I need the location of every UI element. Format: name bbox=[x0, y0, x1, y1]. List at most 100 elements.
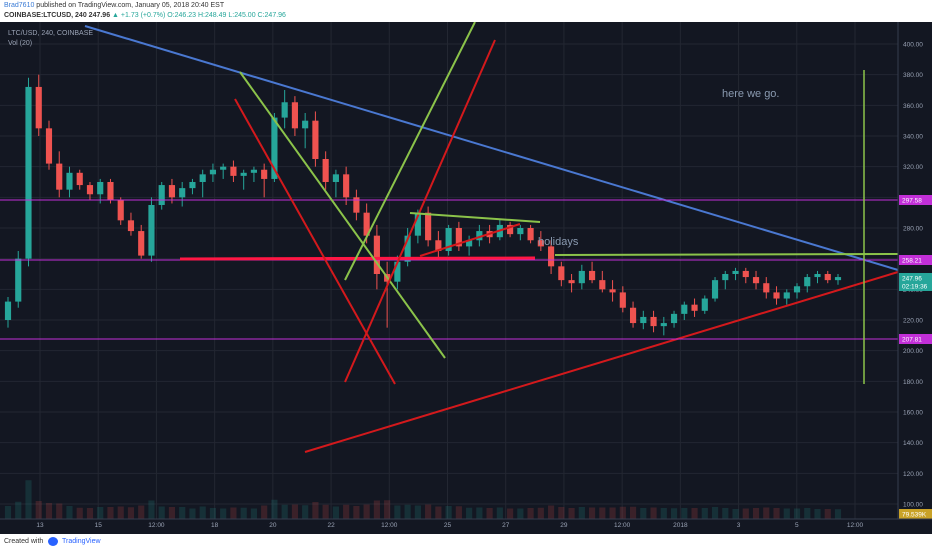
candle-body bbox=[527, 228, 534, 241]
y-tick-label: 200.00 bbox=[903, 348, 923, 355]
volume-bar bbox=[281, 504, 288, 519]
y-tick-label: 360.00 bbox=[903, 103, 923, 110]
volume-bar bbox=[15, 501, 22, 519]
candle-body bbox=[25, 86, 32, 259]
price-tag-label: 247.96 bbox=[902, 276, 922, 283]
candle-body bbox=[271, 117, 278, 179]
candle-body bbox=[660, 323, 667, 327]
candle-body bbox=[97, 182, 104, 195]
ohlc-values: O:246.23 H:248.49 L:245.00 C:247.96 bbox=[167, 12, 286, 19]
author-link[interactable]: Brad7610 bbox=[4, 2, 35, 9]
green-diagonal-2[interactable] bbox=[344, 22, 476, 281]
price-chart[interactable]: here we go. holidays LTC/USD, 240, COINB… bbox=[0, 22, 932, 534]
y-tick-label: 120.00 bbox=[903, 471, 923, 478]
volume-area bbox=[4, 480, 842, 519]
red-diagonal-2[interactable] bbox=[344, 39, 496, 383]
volume-bar bbox=[76, 507, 83, 519]
candle-body bbox=[629, 307, 637, 324]
volume-bar bbox=[25, 480, 32, 519]
symbol-label: COINBASE:LTCUSD, 240 bbox=[4, 12, 87, 19]
candle-body bbox=[701, 298, 708, 311]
created-with-label: Created with bbox=[4, 538, 44, 545]
candle-body bbox=[199, 174, 206, 182]
volume-bar bbox=[711, 507, 719, 519]
green-horizontal-line[interactable] bbox=[554, 253, 899, 256]
red-support-trendline[interactable] bbox=[304, 271, 899, 453]
volume-bar bbox=[650, 507, 657, 519]
candle-body bbox=[168, 185, 176, 198]
volume-bar bbox=[425, 504, 432, 519]
candle-body bbox=[578, 270, 585, 284]
red-diagonal-1[interactable] bbox=[234, 98, 396, 385]
drawing-layer bbox=[0, 22, 899, 453]
candle-body bbox=[804, 277, 811, 287]
x-tick-label: 22 bbox=[327, 522, 335, 529]
volume-bar bbox=[486, 508, 493, 519]
volume-bar bbox=[752, 508, 760, 519]
candle-body bbox=[824, 274, 831, 281]
candle-body bbox=[332, 174, 339, 182]
volume-bar bbox=[691, 508, 698, 519]
candle-body bbox=[711, 280, 719, 299]
volume-bar bbox=[107, 507, 114, 519]
volume-bar bbox=[4, 506, 12, 519]
candle-body bbox=[15, 258, 22, 302]
volume-bar bbox=[517, 508, 524, 519]
volume-bar bbox=[681, 508, 688, 519]
candle-body bbox=[722, 274, 729, 281]
volume-bar bbox=[507, 508, 514, 519]
candle-body bbox=[783, 292, 790, 299]
candle-body bbox=[86, 185, 94, 195]
green-triangle-top[interactable] bbox=[409, 212, 541, 223]
volume-bar bbox=[394, 505, 401, 519]
x-tick-label: 3 bbox=[737, 522, 741, 529]
candle-body bbox=[35, 86, 42, 129]
volume-bar bbox=[548, 505, 555, 519]
price-tag-bg bbox=[899, 334, 932, 344]
x-tick-label: 29 bbox=[560, 522, 568, 529]
candle-body bbox=[127, 220, 135, 232]
candle-body bbox=[45, 128, 53, 164]
candle-body bbox=[250, 169, 257, 173]
volume-bar bbox=[97, 507, 104, 519]
tradingview-link[interactable]: TradingView bbox=[62, 538, 101, 545]
blue-trendline[interactable] bbox=[84, 25, 899, 271]
volume-bar bbox=[537, 507, 544, 519]
volume-bar bbox=[373, 500, 380, 519]
price-tag-bg bbox=[899, 255, 932, 265]
candle-body bbox=[752, 277, 760, 284]
volume-bar bbox=[353, 506, 360, 519]
candle-body bbox=[240, 172, 247, 176]
volume-bar bbox=[732, 509, 739, 519]
candle-body bbox=[599, 280, 606, 290]
x-tick-label: 15 bbox=[95, 522, 103, 529]
volume-bar bbox=[629, 506, 637, 519]
volume-bar bbox=[742, 508, 749, 519]
volume-bar bbox=[834, 509, 842, 519]
candle-body bbox=[568, 280, 575, 284]
candle-body bbox=[507, 224, 514, 235]
x-tick-label: 12:00 bbox=[614, 522, 631, 529]
volume-bar bbox=[168, 507, 176, 519]
candle-body bbox=[773, 292, 780, 299]
volume-bar bbox=[384, 500, 391, 519]
y-tick-label: 280.00 bbox=[903, 226, 923, 233]
volume-bar bbox=[466, 507, 473, 519]
green-diagonal-1[interactable] bbox=[239, 71, 446, 359]
volume-bar bbox=[773, 508, 780, 519]
candle-body bbox=[763, 283, 770, 293]
y-tick-label: 380.00 bbox=[903, 72, 923, 79]
volume-bar bbox=[414, 505, 421, 519]
candle-body bbox=[302, 120, 309, 129]
volume-bar bbox=[640, 508, 647, 519]
red-horizontal-band[interactable] bbox=[179, 256, 536, 261]
volume-bar bbox=[45, 503, 53, 519]
red-triangle-bottom[interactable] bbox=[419, 223, 521, 257]
y-tick-label: 320.00 bbox=[903, 164, 923, 171]
price-tag-label: 297.58 bbox=[902, 198, 922, 205]
y-axis-labels: 100.00 120.00 140.00 160.00 180.00 200.00 220.… bbox=[903, 42, 923, 509]
x-tick-label: 12:00 bbox=[381, 522, 398, 529]
volume-bar bbox=[527, 508, 534, 519]
publish-text: published on TradingView.com, January 05… bbox=[34, 2, 225, 9]
y-tick-label: 100.00 bbox=[903, 502, 923, 509]
